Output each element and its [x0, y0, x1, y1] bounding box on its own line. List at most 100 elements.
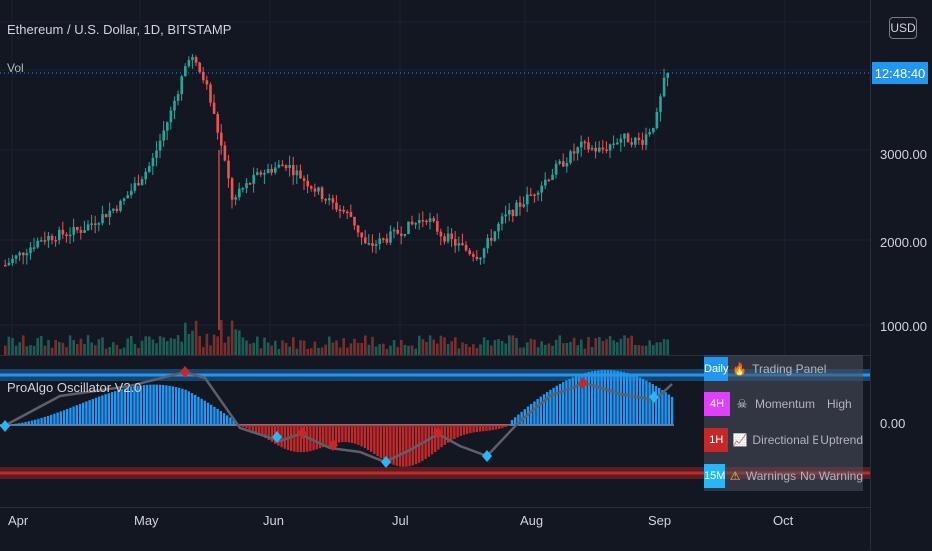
- price-axis[interactable]: [870, 0, 932, 550]
- candle-body: [421, 220, 425, 222]
- volume-bar: [11, 338, 14, 355]
- panel-row-4h: 4H ☠ Momentum High: [704, 391, 863, 417]
- volume-label[interactable]: Vol: [7, 61, 24, 75]
- indicator-name[interactable]: ProAlgo Oscillator V2.0: [7, 380, 142, 395]
- volume-bar: [281, 340, 284, 355]
- candle-body: [425, 220, 428, 223]
- volume-bar: [317, 347, 320, 355]
- time-axis[interactable]: [0, 507, 870, 551]
- candle-body: [277, 164, 281, 168]
- histogram-bar: [456, 425, 459, 438]
- candle-body: [47, 235, 50, 241]
- oscillator-pane[interactable]: [0, 355, 870, 511]
- symbol-title[interactable]: Ethereum / U.S. Dollar, 1D, BITSTAMP: [7, 22, 232, 37]
- candle-body: [227, 160, 230, 179]
- candle-body: [428, 218, 432, 222]
- histogram-bar: [357, 425, 360, 445]
- volume-bar: [126, 338, 129, 355]
- volume-bar: [248, 343, 252, 355]
- candle-body: [104, 214, 108, 217]
- candle-body: [25, 253, 29, 256]
- candle-body: [515, 202, 518, 217]
- candle-body: [648, 132, 651, 135]
- currency-button[interactable]: USD: [889, 17, 917, 39]
- histogram-bar: [123, 388, 126, 425]
- histogram-bar: [242, 425, 245, 428]
- volume-bar: [331, 342, 335, 355]
- histogram-bar: [664, 392, 667, 425]
- histogram-bar: [50, 414, 53, 425]
- candle-body: [389, 231, 392, 243]
- histogram-bar: [619, 371, 622, 425]
- volume-bar: [65, 347, 68, 355]
- buy-signal-diamond: [381, 456, 391, 468]
- histogram-bar: [363, 425, 366, 449]
- histogram-bar: [584, 372, 587, 425]
- histogram-bar: [91, 398, 94, 425]
- histogram-bar: [354, 425, 357, 444]
- oscillator-chart[interactable]: [0, 356, 870, 511]
- volume-bar: [256, 336, 259, 355]
- volume-bar: [590, 347, 594, 355]
- histogram-bar: [376, 425, 379, 457]
- volume-bar: [166, 341, 169, 355]
- histogram-bar: [514, 417, 517, 425]
- histogram-bar: [581, 373, 584, 425]
- candle-body: [40, 240, 43, 242]
- volume-bar: [572, 337, 576, 355]
- candlestick-chart[interactable]: [0, 0, 870, 355]
- panel-label: Directional Bias: [752, 433, 819, 447]
- candle-body: [126, 195, 129, 199]
- volume-bar: [245, 340, 248, 355]
- candle-body: [637, 137, 641, 141]
- histogram-bar: [101, 395, 104, 425]
- candle-body: [529, 194, 533, 196]
- volume-bar: [382, 343, 385, 355]
- histogram-bar: [226, 415, 229, 425]
- candle-body: [572, 151, 576, 154]
- buy-signal-diamond: [482, 450, 492, 462]
- volume-bar: [194, 320, 198, 355]
- histogram-bar: [248, 425, 251, 430]
- volume-bar: [86, 335, 90, 355]
- volume-bar: [130, 335, 133, 355]
- candle-body: [43, 240, 47, 242]
- histogram-bar: [142, 385, 146, 425]
- candle-body: [270, 168, 273, 173]
- volume-bar: [457, 348, 461, 355]
- histogram-bar: [622, 372, 626, 425]
- volume-bar: [263, 337, 266, 355]
- volume-bar: [90, 342, 93, 355]
- histogram-bar: [210, 404, 213, 425]
- histogram-bar: [213, 406, 216, 425]
- histogram-bar: [245, 425, 248, 429]
- volume-bar: [612, 340, 615, 355]
- histogram-bar: [510, 419, 514, 425]
- candle-body: [209, 84, 212, 103]
- histogram-bar: [597, 370, 600, 425]
- volume-bar: [338, 347, 342, 355]
- volume-bar: [288, 346, 291, 355]
- histogram-bar: [408, 425, 411, 467]
- price-pane[interactable]: Ethereum / U.S. Dollar, 1D, BITSTAMP Vol: [0, 0, 870, 355]
- volume-bar: [76, 343, 79, 355]
- candle-body: [151, 157, 155, 167]
- histogram-bar: [168, 385, 171, 425]
- volume-bar: [122, 347, 126, 355]
- panel-label: Warnings: [745, 469, 797, 483]
- histogram-bar: [270, 425, 274, 442]
- volume-bar: [400, 339, 403, 355]
- histogram-bar: [194, 394, 197, 425]
- volume-bar: [104, 348, 108, 355]
- candle-body: [403, 233, 407, 236]
- candle-body: [576, 147, 579, 154]
- volume-bar: [601, 341, 605, 355]
- volume-bar: [220, 319, 223, 355]
- candle-body: [317, 187, 320, 192]
- candle-body: [184, 66, 187, 77]
- volume-bar: [414, 348, 417, 355]
- volume-bar: [162, 337, 165, 355]
- histogram-bar: [312, 425, 315, 451]
- candle-body: [605, 149, 608, 151]
- candle-body: [198, 62, 201, 72]
